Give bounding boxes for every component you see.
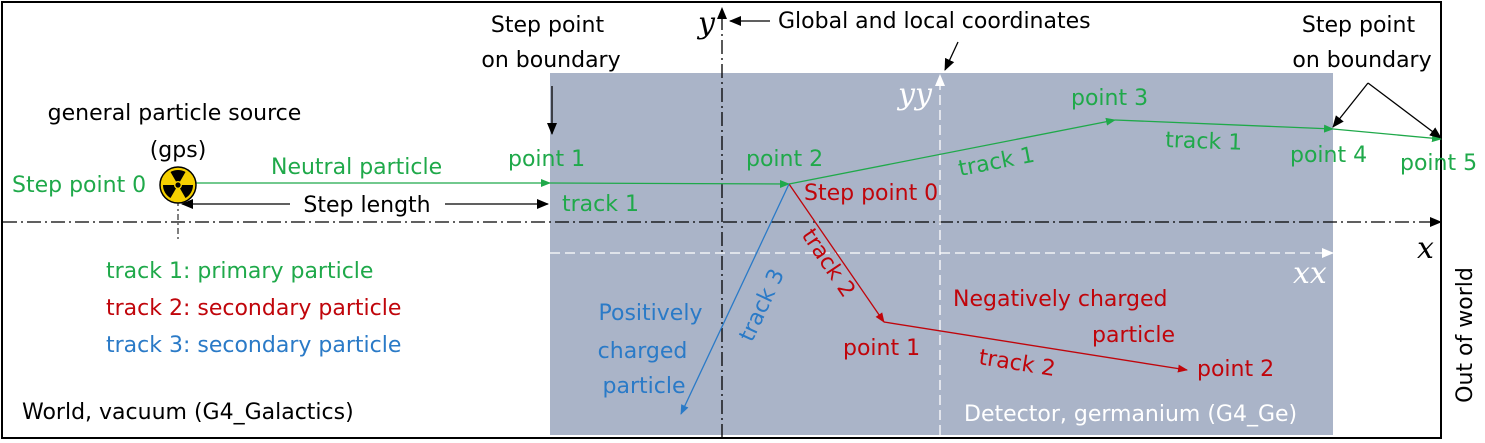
track-1-label-c: track 1	[1165, 128, 1243, 156]
axis-xx-label: xx	[1293, 256, 1327, 291]
track3-segment	[680, 183, 790, 415]
boundary-right-label: Step point on boundary	[1292, 13, 1431, 73]
axis-y-label: y	[696, 6, 716, 41]
positively-charged-label: Positively charged particle	[598, 301, 710, 399]
track2-segment-a	[788, 183, 885, 323]
track1-segment-a	[549, 179, 790, 188]
legend-item-track3: track 3: secondary particle	[106, 333, 401, 358]
axis-yy-label: yy	[896, 77, 933, 112]
track1-segment-c	[1114, 119, 1334, 133]
axis-x-label: x	[1417, 231, 1434, 266]
point-2-red-label: point 2	[1197, 357, 1274, 382]
point-1-red-label: point 1	[843, 336, 920, 361]
neutral-particle-label: Neutral particle	[271, 155, 442, 180]
gps-label: general particle source (gps)	[48, 101, 309, 163]
point-2-label: point 2	[746, 147, 823, 172]
step-length-label: Step length	[303, 193, 430, 218]
track1-segment-b	[788, 117, 1116, 185]
point-3-label: point 3	[1071, 86, 1148, 111]
point-5-label: point 5	[1400, 151, 1477, 176]
point-1-label: point 1	[508, 147, 585, 172]
legend-item-track1: track 1: primary particle	[106, 259, 373, 284]
boundary-left-label: Step point on boundary	[481, 13, 620, 73]
track-1-label-a: track 1	[562, 192, 639, 217]
world-label: World, vacuum (G4_Galactics)	[22, 400, 354, 425]
out-of-world-label: Out of world	[1453, 267, 1478, 403]
radiation-icon	[159, 166, 197, 204]
detector-region	[550, 73, 1333, 435]
point-4-label: point 4	[1290, 143, 1367, 168]
negatively-charged-label: Negatively charged particle	[953, 287, 1175, 348]
legend-item-track2: track 2: secondary particle	[106, 296, 401, 321]
global-local-label: Global and local coordinates	[778, 9, 1091, 34]
boundary-right-pointer-b	[1367, 82, 1442, 139]
track1-segment-d	[1332, 128, 1442, 143]
step-point-0-red-label: Step point 0	[804, 181, 938, 206]
step-point-0-label: Step point 0	[12, 173, 146, 198]
boundary-right-pointer-a	[1332, 82, 1369, 128]
global-local-pointer-yy	[944, 41, 959, 71]
track2-segment-b	[883, 321, 1188, 373]
detector-label: Detector, germanium (G4_Ge)	[964, 402, 1297, 427]
